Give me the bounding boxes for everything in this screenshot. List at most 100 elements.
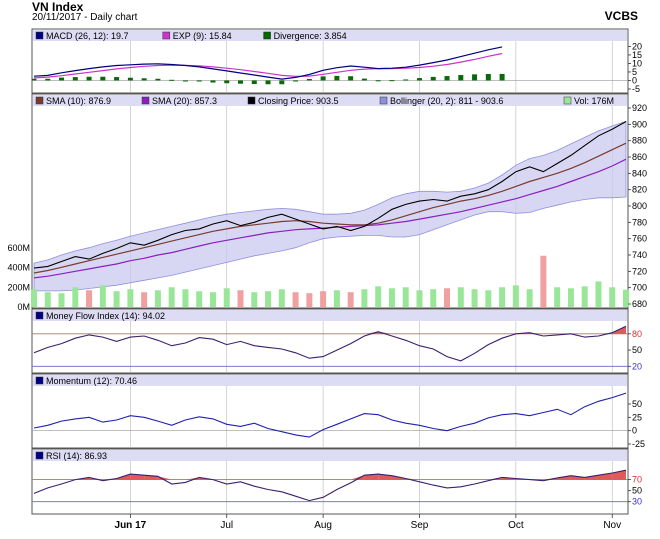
mfi-ytick-label-2: 20	[632, 361, 642, 371]
x-tick-label-5: Nov	[603, 520, 621, 531]
volume-tick-label-2: 200M	[7, 282, 30, 292]
volume-bar	[182, 289, 189, 307]
price-legend-bar	[33, 95, 627, 106]
volume-bar	[623, 289, 629, 307]
momentum-legend-bar	[33, 375, 627, 386]
macd-divergence-bar	[127, 77, 133, 81]
macd-divergence-bar	[238, 80, 244, 84]
volume-bar	[320, 291, 327, 307]
chart-title: VN Index	[32, 0, 84, 14]
macd-ytick-label-3: 5	[632, 67, 637, 77]
volume-bar	[86, 290, 93, 307]
volume-bar	[209, 292, 216, 307]
x-tick-label-0: Jun 17	[115, 520, 147, 531]
volume-bar	[471, 289, 478, 307]
volume-bar	[554, 287, 561, 307]
price-ytick-label-4: 840	[632, 168, 647, 178]
macd-divergence-bar	[403, 79, 409, 81]
volume-bar	[416, 290, 423, 307]
x-tick-label-2: Aug	[314, 520, 332, 531]
bollinger-band	[33, 120, 627, 292]
macd-divergence-bar	[100, 76, 106, 81]
macd-divergence-bar	[444, 76, 450, 81]
macd-divergence-bar	[31, 78, 37, 81]
volume-bar	[540, 255, 547, 307]
volume-bar	[278, 289, 285, 307]
volume-bar	[141, 292, 148, 307]
rsi-overbought-fill	[598, 472, 613, 480]
mfi-legend-bar	[33, 310, 627, 321]
volume-bar	[72, 287, 79, 307]
volume-bar	[361, 289, 368, 307]
macd-divergence-bar	[472, 74, 478, 81]
macd-divergence-bar	[306, 78, 312, 81]
volume-bar	[292, 292, 299, 307]
rsi-legend-bar	[33, 450, 627, 461]
momentum-ytick-label-1: 25	[632, 412, 642, 422]
volume-tick-label-3: 0M	[17, 302, 30, 312]
price-legend-label-3: Bollinger (20, 2): 811 - 903.6	[390, 96, 503, 106]
price-legend-swatch-3	[379, 96, 388, 105]
volume-bar	[223, 288, 230, 307]
volume-bar	[237, 290, 244, 307]
volume-bar	[581, 286, 588, 307]
mfi-legend-label-0: Money Flow Index (14): 94.02	[46, 311, 165, 321]
macd-divergence-bar	[114, 77, 120, 81]
macd-ytick-label-0: 20	[632, 41, 642, 51]
momentum-legend-label-0: Momentum (12): 70.46	[46, 376, 137, 386]
volume-bar	[430, 289, 437, 307]
price-ytick-label-3: 860	[632, 152, 647, 162]
volume-bar	[609, 287, 616, 307]
rsi-line	[33, 469, 627, 502]
macd-divergence-bar	[182, 80, 188, 82]
macd-divergence-bar	[59, 77, 65, 81]
price-ytick-label-0: 920	[632, 103, 647, 113]
macd-divergence-bar	[169, 79, 175, 81]
x-tick-label-4: Oct	[508, 520, 524, 531]
price-legend-label-1: SMA (20): 857.3	[152, 96, 217, 106]
macd-ytick-label-5: -5	[632, 84, 640, 94]
price-ytick-label-12: 680	[632, 299, 647, 309]
macd-legend-label-1: EXP (9): 15.84	[173, 31, 232, 41]
price-legend-swatch-0	[35, 96, 44, 105]
volume-bar	[347, 292, 354, 307]
macd-divergence-bar	[499, 73, 505, 81]
closing-price-line	[33, 121, 627, 269]
mfi-ytick-label-0: 80	[632, 329, 642, 339]
macd-divergence-bar	[279, 80, 285, 85]
volume-bar	[333, 290, 340, 307]
macd-legend-label-0: MACD (26, 12): 19.7	[46, 31, 129, 41]
volume-bar	[457, 287, 464, 307]
price-legend-label-0: SMA (10): 876.9	[46, 96, 111, 106]
brand-label: VCBS	[604, 9, 638, 23]
macd-divergence-bar	[86, 76, 92, 81]
price-ytick-label-7: 780	[632, 217, 647, 227]
volume-bar	[99, 285, 106, 307]
volume-bar	[251, 292, 258, 307]
macd-legend-swatch-1	[162, 31, 171, 40]
volume-bar	[485, 290, 492, 307]
momentum-ytick-label-2: 0	[632, 426, 637, 436]
mfi-ytick-label-1: 50	[632, 345, 642, 355]
macd-legend-bar	[33, 30, 627, 41]
rsi-overbought-fill	[350, 475, 365, 480]
mfi-line	[33, 325, 627, 362]
macd-ytick-label-1: 15	[632, 50, 642, 60]
macd-divergence-bar	[485, 74, 491, 81]
macd-divergence-bar	[251, 80, 257, 85]
macd-divergence-bar	[224, 80, 230, 84]
macd-divergence-bar	[348, 76, 354, 81]
volume-bar	[375, 286, 382, 307]
macd-legend-swatch-2	[263, 31, 271, 40]
volume-bar	[113, 291, 120, 307]
volume-tick-label-0: 600M	[7, 243, 30, 253]
price-legend-swatch-1	[141, 96, 150, 105]
macd-divergence-bar	[196, 80, 202, 82]
sma10-line	[33, 142, 627, 274]
volume-bar	[595, 281, 602, 307]
macd-ytick-label-4: 0	[632, 75, 637, 85]
volume-bar	[127, 289, 134, 307]
price-ytick-label-1: 900	[632, 119, 647, 129]
